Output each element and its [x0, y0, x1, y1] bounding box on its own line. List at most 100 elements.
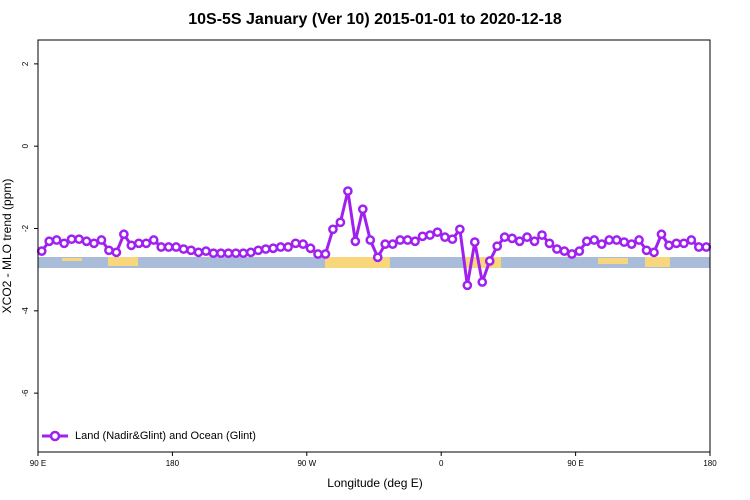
data-point — [693, 242, 704, 252]
legend-marker — [49, 430, 61, 442]
data-point — [141, 238, 152, 249]
data-point — [477, 277, 488, 287]
data-point — [245, 247, 256, 258]
data-point — [36, 246, 47, 256]
data-point — [544, 238, 555, 249]
data-point — [260, 244, 271, 254]
data-point — [320, 249, 331, 259]
x-tick-label: 180 — [703, 459, 717, 468]
data-point — [126, 240, 137, 251]
data-point — [671, 238, 682, 249]
data-point — [522, 232, 532, 243]
data-point — [469, 237, 480, 247]
data-point — [395, 235, 405, 245]
data-point — [193, 247, 204, 258]
data-point — [365, 235, 376, 245]
data-point — [335, 217, 346, 228]
y-tick-label: 0 — [21, 143, 30, 148]
x-tick-label: 180 — [166, 459, 180, 468]
data-point — [201, 246, 211, 256]
plot-frame — [37, 39, 711, 453]
data-point — [492, 241, 503, 252]
data-point — [81, 236, 92, 247]
data-point — [559, 246, 570, 256]
data-point — [656, 229, 667, 240]
data-point — [619, 237, 629, 247]
data-point — [59, 238, 69, 249]
y-tick-label: -6 — [21, 389, 30, 397]
data-point — [589, 235, 600, 245]
data-point — [283, 242, 293, 252]
data-point — [410, 236, 420, 247]
data-point — [119, 229, 129, 240]
data-point — [89, 238, 99, 249]
y-tick-label: -2 — [21, 224, 30, 232]
data-point — [514, 236, 525, 247]
y-tick-label: -4 — [21, 307, 30, 315]
data-point — [350, 236, 361, 247]
data-point — [305, 243, 316, 254]
data-point — [664, 240, 674, 251]
data-point — [208, 248, 219, 259]
data-point — [649, 247, 659, 258]
data-point — [268, 243, 279, 254]
y-axis-label: XCO2 - MLO trend (ppm) — [0, 179, 14, 314]
data-point — [372, 252, 383, 263]
data-point — [357, 204, 368, 215]
data-point — [604, 235, 615, 245]
data-point — [529, 236, 540, 247]
data-point — [634, 235, 644, 245]
map-strip — [38, 257, 710, 268]
data-point — [552, 244, 562, 254]
data-point — [596, 239, 607, 249]
data-point — [104, 245, 114, 256]
data-point — [447, 234, 458, 245]
data-point — [462, 280, 473, 291]
data-point — [440, 232, 450, 243]
data-point — [686, 235, 697, 245]
data-point — [51, 235, 62, 245]
data-point — [611, 235, 622, 245]
x-tick-label: 0 — [439, 459, 444, 468]
data-point — [567, 249, 577, 259]
data-point — [298, 239, 308, 249]
chart-title: 10S-5S January (Ver 10) 2015-01-01 to 20… — [188, 11, 562, 28]
data-point — [275, 242, 286, 252]
data-point — [133, 238, 144, 249]
y-tick-label: 2 — [21, 61, 30, 66]
data-point — [574, 246, 585, 256]
data-point — [425, 230, 435, 240]
x-tick-label: 90 E — [30, 459, 46, 468]
data-point — [641, 245, 652, 256]
data-point — [343, 186, 353, 196]
data-point — [96, 235, 107, 245]
data-point — [328, 224, 338, 235]
legend-label: Land (Nadir&Glint) and Ocean (Glint) — [75, 430, 256, 442]
data-point — [111, 247, 122, 258]
data-point — [402, 235, 413, 245]
data-point — [432, 227, 443, 238]
x-tick-label: 90 W — [297, 459, 316, 468]
data-point — [581, 236, 592, 247]
data-point — [380, 239, 391, 249]
x-axis-label: Longitude (deg E) — [327, 476, 422, 490]
legend: Land (Nadir&Glint) and Ocean (Glint) — [42, 430, 256, 442]
data-point — [238, 248, 249, 259]
data-point — [216, 248, 226, 259]
data-point — [290, 238, 301, 249]
data-point — [231, 248, 241, 259]
data-point — [74, 234, 84, 245]
data-point — [171, 242, 181, 252]
data-point — [44, 236, 55, 247]
data-point — [66, 234, 77, 245]
data-point — [537, 230, 547, 240]
data-point — [484, 256, 495, 266]
data-point — [455, 224, 465, 235]
x-tick-label: 90 E — [567, 459, 583, 468]
data-point — [507, 233, 517, 244]
data-point — [499, 232, 510, 243]
data-point — [387, 239, 398, 249]
data-point — [253, 245, 264, 256]
data-point — [223, 248, 234, 259]
